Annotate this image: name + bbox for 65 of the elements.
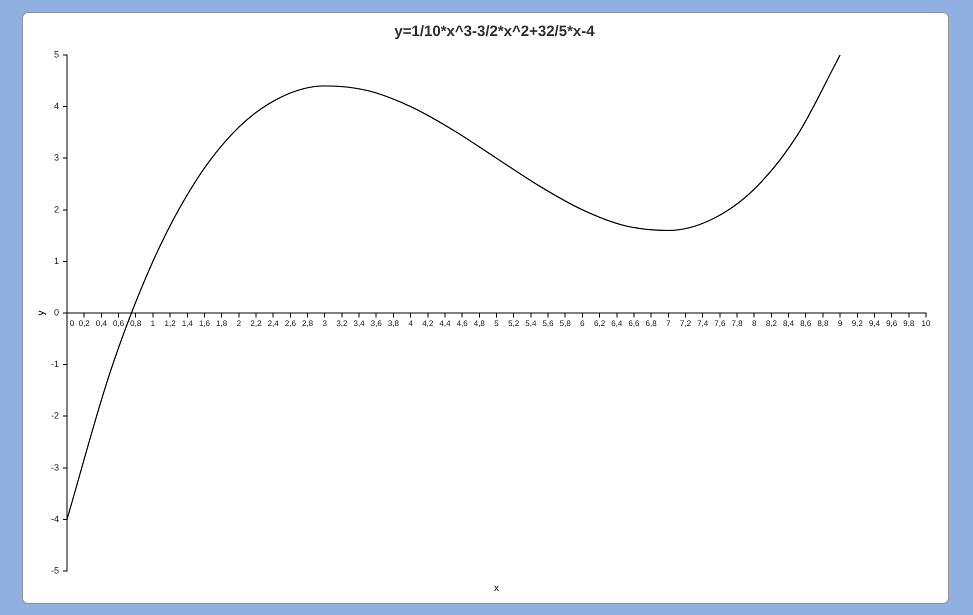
x-tick-label: 5,2 bbox=[508, 319, 520, 328]
x-tick-label: 1,8 bbox=[216, 319, 228, 328]
x-tick-label: 7,2 bbox=[680, 319, 692, 328]
x-tick-label: 8,8 bbox=[817, 319, 830, 328]
x-tick-label: 1,4 bbox=[182, 319, 194, 328]
x-tick-label: 5,6 bbox=[542, 319, 554, 328]
x-tick-label: 5,4 bbox=[525, 319, 537, 328]
y-tick-label: 0 bbox=[54, 307, 59, 318]
x-tick-label: 0,6 bbox=[112, 319, 125, 328]
x-tick-label: 5,8 bbox=[560, 319, 572, 328]
x-tick-label: 6,4 bbox=[611, 319, 623, 328]
x-tick-label: 1,6 bbox=[198, 319, 211, 328]
x-tick-label: 9,8 bbox=[903, 319, 915, 328]
x-tick-label: 1,2 bbox=[164, 319, 176, 328]
x-tick-label: 0 bbox=[70, 319, 75, 328]
x-tick-label: 2 bbox=[236, 319, 242, 328]
chart-title: y=1/10*x^3-3/2*x^2+32/5*x-4 bbox=[394, 23, 596, 40]
x-tick-label: 8,2 bbox=[766, 319, 778, 328]
x-tick-label: 0,4 bbox=[96, 319, 108, 328]
x-tick-label: 4 bbox=[408, 319, 414, 328]
x-tick-label: 6,2 bbox=[594, 319, 606, 328]
y-tick-label: 2 bbox=[54, 204, 59, 214]
x-tick-label: 9 bbox=[838, 319, 843, 328]
x-tick-label: 3,2 bbox=[336, 319, 348, 328]
x-tick-label: 2,6 bbox=[284, 319, 296, 328]
x-tick-label: 7 bbox=[666, 319, 672, 328]
x-tick-label: 4,2 bbox=[422, 319, 434, 328]
x-tick-label: 10 bbox=[922, 319, 931, 328]
y-tick-label: -2 bbox=[50, 410, 59, 421]
x-tick-label: 4,6 bbox=[456, 319, 468, 328]
x-tick-label: 0,2 bbox=[78, 319, 90, 328]
x-tick-label: 2,2 bbox=[250, 319, 262, 328]
x-tick-label: 6,6 bbox=[628, 319, 640, 328]
x-tick-label: 8 bbox=[752, 319, 757, 328]
x-tick-label: 8,6 bbox=[800, 319, 812, 328]
x-tick-label: 3,6 bbox=[370, 319, 382, 328]
y-tick-label: 5 bbox=[54, 49, 59, 60]
x-tick-label: 2,4 bbox=[268, 319, 280, 328]
x-tick-label: 2,8 bbox=[302, 319, 314, 328]
y-tick-label: -4 bbox=[50, 514, 59, 524]
x-tick-label: 6 bbox=[580, 319, 586, 328]
y-tick-label: 4 bbox=[54, 101, 59, 112]
x-tick-label: 7,4 bbox=[697, 319, 709, 328]
x-tick-label: 3,4 bbox=[353, 319, 366, 328]
x-tick-label: 4,8 bbox=[474, 319, 486, 328]
x-tick-label: 9,4 bbox=[868, 319, 881, 328]
x-tick-label: 9,6 bbox=[886, 319, 898, 328]
x-axis-title: x bbox=[494, 583, 499, 594]
y-axis-title: y bbox=[36, 310, 47, 316]
x-tick-label: 1 bbox=[150, 319, 156, 328]
y-tick-label: -5 bbox=[50, 565, 59, 576]
x-tick-label: 7,8 bbox=[731, 319, 744, 328]
y-tick-label: 3 bbox=[54, 152, 59, 163]
x-tick-label: 6,8 bbox=[646, 319, 658, 328]
y-tick-label: 1 bbox=[54, 256, 59, 266]
x-tick-label: 4,4 bbox=[439, 319, 452, 328]
x-tick-label: 8,4 bbox=[782, 319, 795, 328]
x-tick-label: 5 bbox=[494, 319, 500, 328]
x-tick-label: 7,6 bbox=[714, 319, 726, 328]
x-tick-label: 3,8 bbox=[388, 319, 400, 328]
x-tick-label: 0,8 bbox=[130, 319, 142, 328]
x-tick-label: 9,2 bbox=[852, 319, 864, 328]
y-tick-label: -3 bbox=[50, 462, 59, 472]
x-tick-label: 3 bbox=[322, 319, 328, 328]
y-tick-label: -1 bbox=[50, 359, 59, 370]
